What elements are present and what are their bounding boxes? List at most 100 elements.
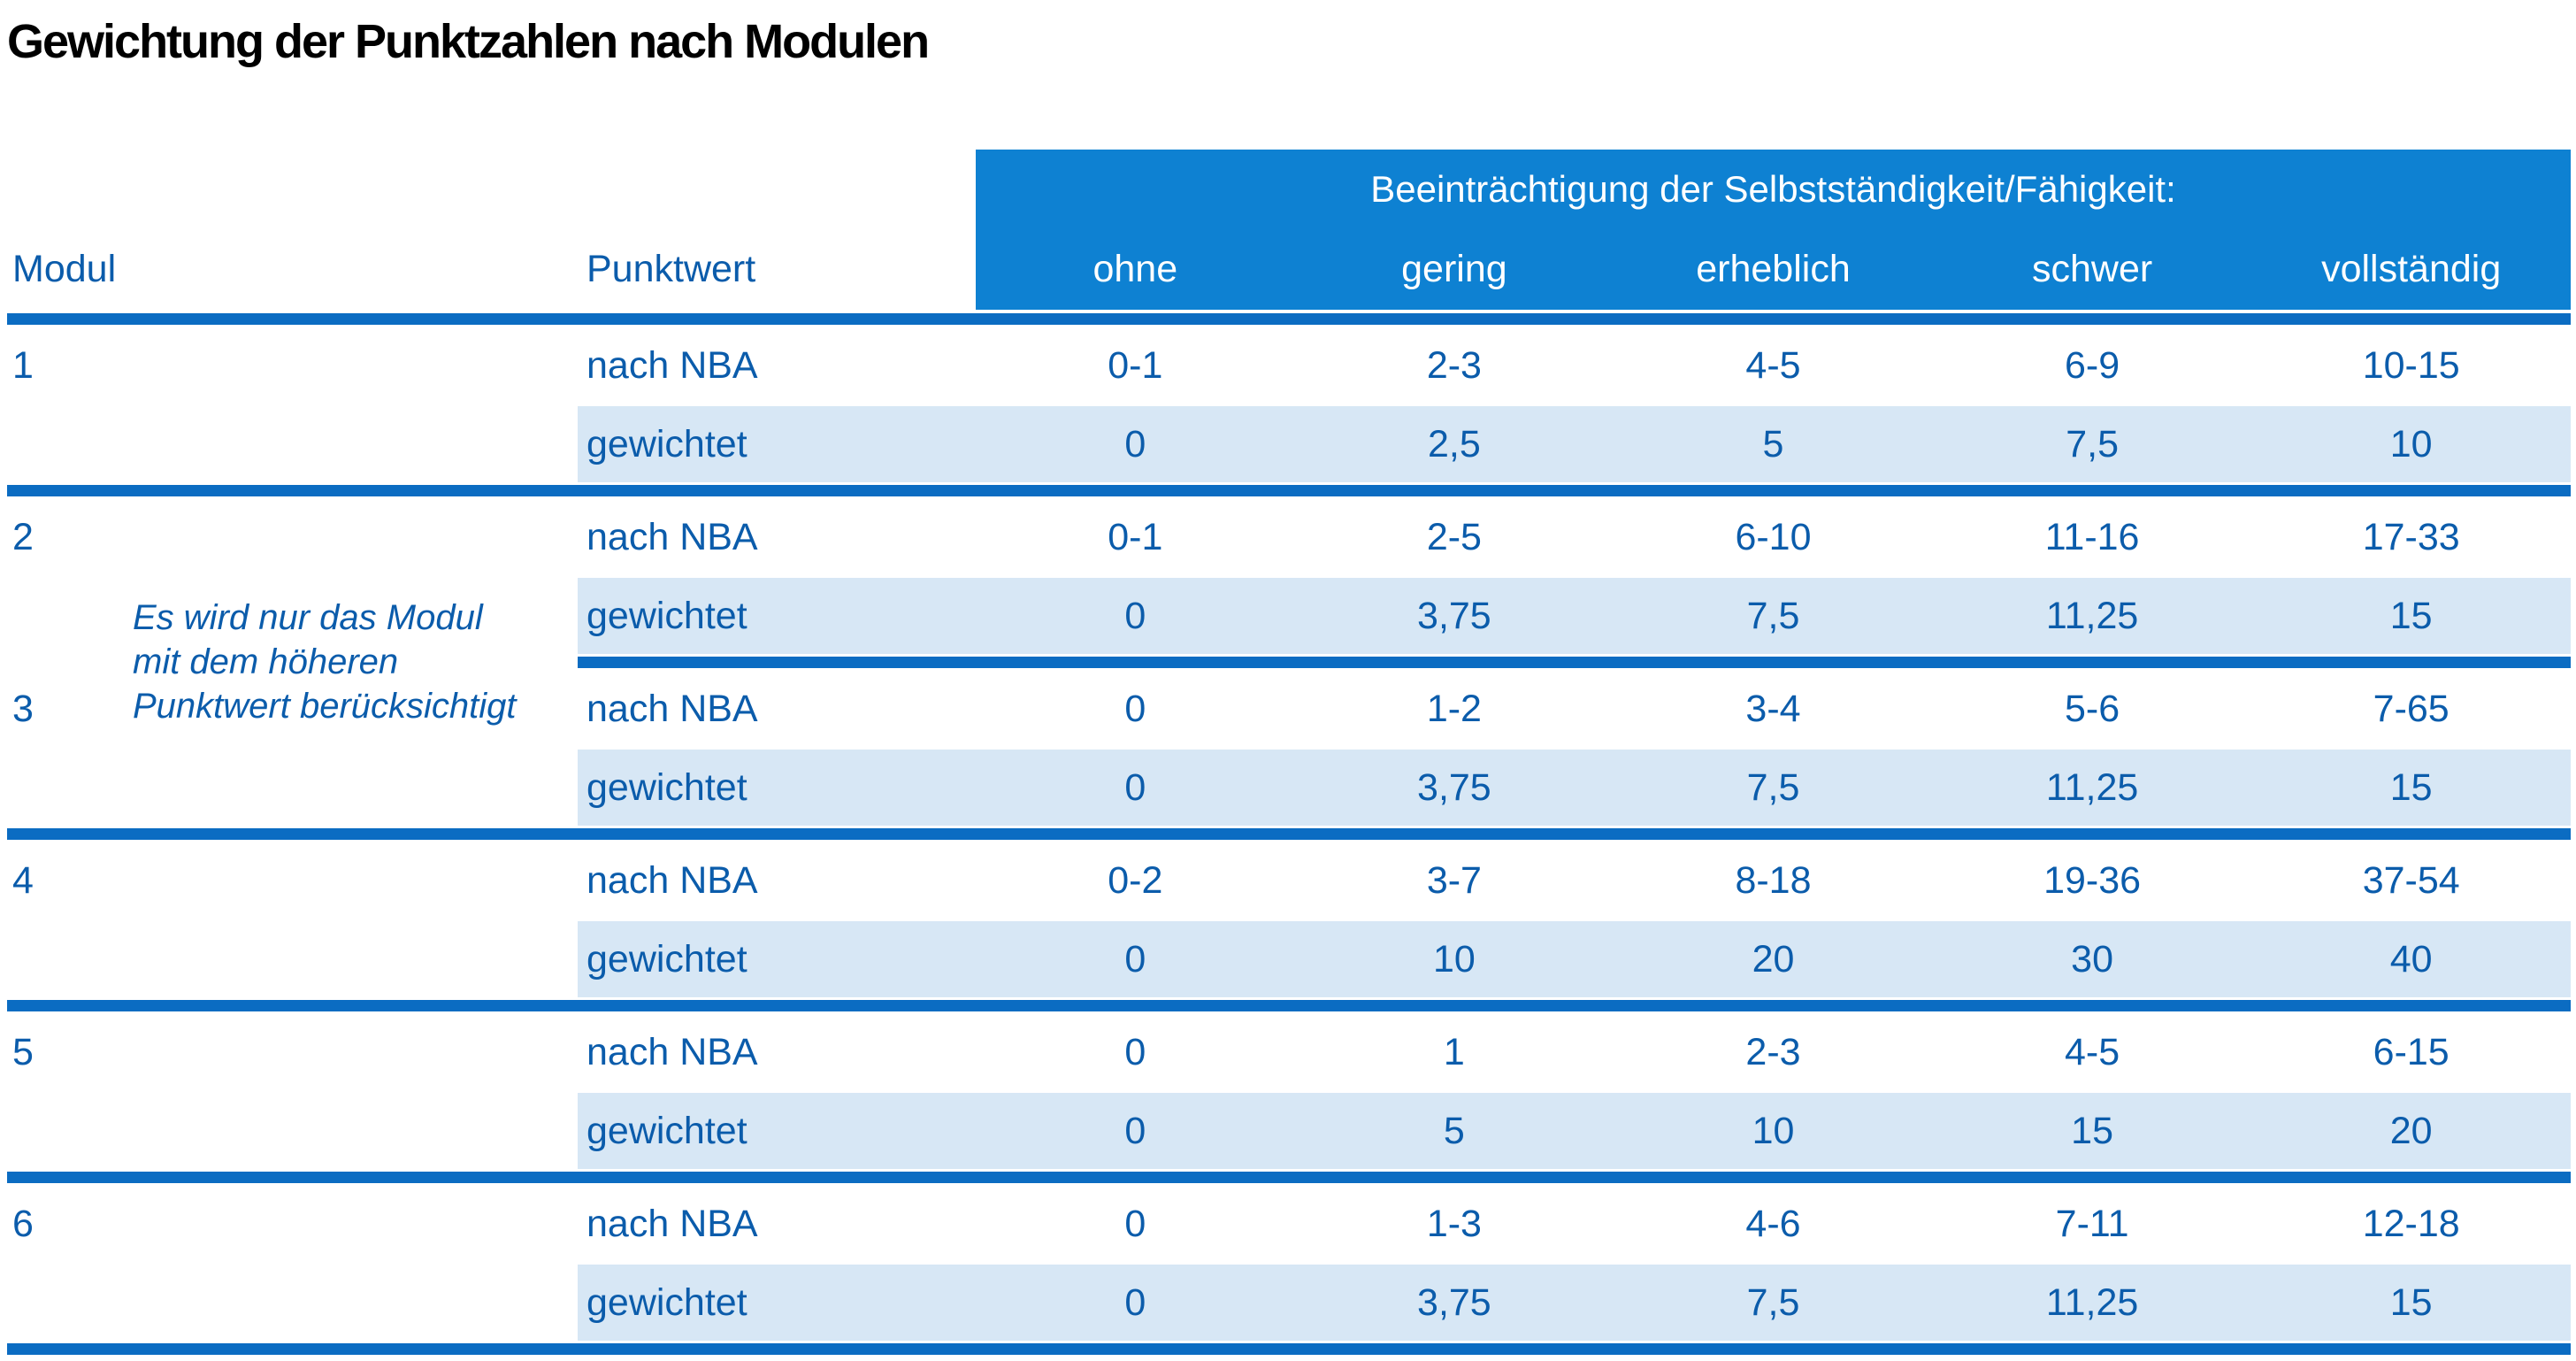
value: 3,75	[1294, 578, 1614, 655]
value: 4-5	[2065, 1030, 2120, 1073]
value: 0-1	[1108, 343, 1163, 387]
row-label-nba: nach NBA	[586, 1030, 758, 1073]
table-row: 6 nach NBA 0 1-3 4-6 7-11 12-18	[7, 1186, 2571, 1262]
row-label-nba: nach NBA	[586, 1202, 758, 1245]
note-line: Es wird nur das Modul	[133, 598, 483, 638]
value: 0-2	[1108, 858, 1163, 902]
value: 1-2	[1426, 687, 1482, 730]
header-erheblich: erheblich	[1614, 229, 1933, 311]
value: 4-6	[1745, 1202, 1801, 1245]
row-label-nba: nach NBA	[586, 343, 758, 387]
value: 11,25	[1932, 750, 2252, 827]
module-separator	[7, 1172, 2571, 1184]
table-row: gewichtet 0 10 20 30 40	[7, 921, 2571, 998]
band-header: Beeinträchtigung der Selbstständigkeit/F…	[976, 150, 2571, 230]
value: 0	[976, 1265, 1295, 1342]
module-separator	[7, 485, 2571, 497]
table-row: 4 nach NBA 0-2 3-7 8-18 19-36 37-54	[7, 842, 2571, 919]
module-5-block: 5 nach NBA 0 1 2-3 4-5 6-15 gewichtet 0 …	[7, 1011, 2571, 1184]
value: 7,5	[1614, 750, 1933, 827]
table-row: gewichtet 0 2,5 5 7,5 10	[7, 406, 2571, 483]
row-label-nba: nach NBA	[586, 515, 758, 558]
value: 37-54	[2362, 858, 2460, 902]
module-number: 3	[12, 687, 34, 730]
value: 7,5	[1932, 406, 2252, 483]
row-label-weighted: gewichtet	[578, 406, 976, 483]
value: 15	[2251, 578, 2571, 655]
value: 0	[976, 578, 1295, 655]
value: 0	[976, 1093, 1295, 1170]
module-4-block: 4 nach NBA 0-2 3-7 8-18 19-36 37-54 gewi…	[7, 840, 2571, 1012]
module-number: 2	[12, 515, 34, 558]
value: 0	[1124, 1030, 1146, 1073]
header-modul: Modul	[12, 248, 117, 291]
table-row: 5 nach NBA 0 1 2-3 4-5 6-15	[7, 1014, 2571, 1090]
row-label-nba: nach NBA	[586, 687, 758, 730]
value: 15	[1932, 1093, 2252, 1170]
table-row: 2 nach NBA 0-1 2-5 6-10 11-16 17-33	[7, 499, 2571, 575]
band-header-row: Beeinträchtigung der Selbstständigkeit/F…	[7, 150, 2571, 230]
module-number: 4	[12, 858, 34, 902]
header-vollstaendig: vollständig	[2251, 229, 2571, 311]
value: 6-9	[2065, 343, 2120, 387]
value: 8-18	[1735, 858, 1812, 902]
value: 0	[976, 406, 1295, 483]
value: 0	[976, 750, 1295, 827]
header-ohne: ohne	[976, 229, 1295, 311]
value: 2,5	[1294, 406, 1614, 483]
value: 4-5	[1745, 343, 1801, 387]
value: 6-15	[2373, 1030, 2450, 1073]
header-schwer: schwer	[1932, 229, 2252, 311]
module-separator	[7, 1000, 2571, 1012]
module-separator-partial	[578, 657, 2571, 669]
table-row: gewichtet 0 3,75 7,5 11,25 15	[7, 578, 2571, 655]
value: 3,75	[1294, 750, 1614, 827]
value: 3-4	[1745, 687, 1801, 730]
value: 17-33	[2362, 515, 2460, 558]
value: 30	[1932, 921, 2252, 998]
module-1-block: 1 nach NBA 0-1 2-3 4-5 6-9 10-15 gewicht…	[7, 325, 2571, 497]
module-number: 1	[12, 343, 34, 387]
table-bottom-line	[7, 1343, 2571, 1356]
weighting-table: Beeinträchtigung der Selbstständigkeit/F…	[7, 150, 2571, 1356]
module-2-3-block: Es wird nur das Modul mit dem höheren Pu…	[7, 496, 2571, 841]
row-label-weighted: gewichtet	[578, 750, 976, 827]
header-separator	[7, 313, 2571, 326]
module-number: 6	[12, 1202, 34, 1245]
table-row: 3 nach NBA 0 1-2 3-4 5-6 7-65	[7, 671, 2571, 747]
row-label-weighted: gewichtet	[578, 1265, 976, 1342]
value: 11,25	[1932, 578, 2252, 655]
module-number: 5	[12, 1030, 34, 1073]
value: 19-36	[2043, 858, 2142, 902]
table-row: gewichtet 0 5 10 15 20	[7, 1093, 2571, 1170]
value: 11-16	[2044, 515, 2140, 558]
page-title: Gewichtung der Punktzahlen nach Modulen	[7, 15, 930, 68]
value: 10-15	[2362, 343, 2460, 387]
shared-module-note: Es wird nur das Modul mit dem höheren Pu…	[133, 596, 602, 728]
value: 2-3	[1745, 1030, 1801, 1073]
value: 7-65	[2373, 687, 2450, 730]
value: 0	[1124, 1202, 1146, 1245]
value: 0	[976, 921, 1295, 998]
header-punktwert: Punktwert	[586, 248, 756, 291]
value: 5	[1614, 406, 1933, 483]
value: 3-7	[1426, 858, 1482, 902]
value: 20	[1614, 921, 1933, 998]
module-separator	[7, 828, 2571, 841]
value: 7,5	[1614, 1265, 1933, 1342]
value: 1-3	[1426, 1202, 1482, 1245]
table-row: gewichtet 0 3,75 7,5 11,25 15	[7, 1265, 2571, 1342]
value: 0-1	[1108, 515, 1163, 558]
value: 6-10	[1735, 515, 1812, 558]
value: 5	[1294, 1093, 1614, 1170]
value: 1	[1443, 1030, 1465, 1073]
value: 20	[2251, 1093, 2571, 1170]
row-label-weighted: gewichtet	[578, 578, 976, 655]
header-gering: gering	[1294, 229, 1614, 311]
value: 5-6	[2065, 687, 2120, 730]
value: 12-18	[2362, 1202, 2460, 1245]
row-label-weighted: gewichtet	[578, 921, 976, 998]
row-label-nba: nach NBA	[586, 858, 758, 902]
value: 2-3	[1426, 343, 1482, 387]
